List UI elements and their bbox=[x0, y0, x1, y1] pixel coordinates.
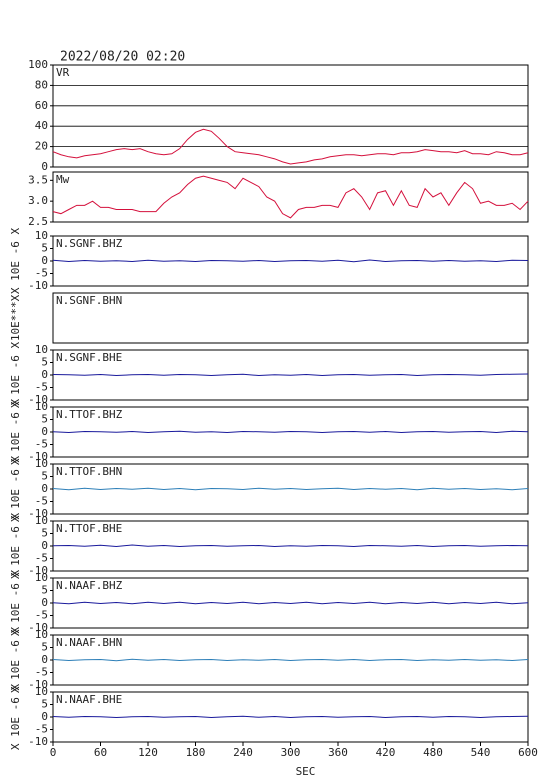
y-tick-label: -5 bbox=[35, 438, 48, 451]
y-axis-label: X 10E -6 X bbox=[9, 342, 22, 409]
y-tick-label: 3.5 bbox=[28, 173, 48, 186]
trace-line bbox=[52, 175, 529, 219]
y-tick-label: 0 bbox=[41, 710, 48, 723]
y-tick-label: -5 bbox=[35, 267, 48, 280]
trace-line bbox=[52, 601, 529, 605]
y-tick-label: -10 bbox=[28, 735, 48, 748]
y-tick-label: 0 bbox=[41, 596, 48, 609]
y-tick-label: -5 bbox=[35, 666, 48, 679]
y-tick-label: -10 bbox=[28, 393, 48, 406]
trace-line bbox=[52, 128, 529, 165]
y-tick-label: -5 bbox=[35, 609, 48, 622]
y-tick-label: 0 bbox=[41, 653, 48, 666]
y-tick-label: 100 bbox=[28, 58, 48, 71]
x-tick-label: 120 bbox=[138, 746, 158, 759]
panel-label: N.TTOF.BHZ bbox=[56, 408, 123, 421]
trace-line bbox=[52, 658, 529, 662]
trace-line bbox=[52, 259, 529, 263]
y-tick-label: 10 bbox=[35, 685, 48, 698]
y-axis-label: X 10E -6 X bbox=[9, 228, 22, 295]
x-axis-label: SEC bbox=[296, 765, 316, 778]
y-axis-label: X 10E -6 X bbox=[9, 570, 22, 637]
panel-frame bbox=[52, 292, 529, 344]
y-tick-label: 2.5 bbox=[28, 215, 48, 228]
y-tick-label: 5 bbox=[41, 413, 48, 426]
panel-label: N.TTOF.BHN bbox=[56, 465, 122, 478]
trace-line bbox=[52, 544, 529, 548]
y-tick-label: 0 bbox=[41, 254, 48, 267]
panel-label: VR bbox=[56, 66, 70, 79]
y-axis-label: X 10E -6 X bbox=[9, 456, 22, 523]
y-tick-label: 0 bbox=[41, 482, 48, 495]
x-tick-label: 360 bbox=[328, 746, 348, 759]
chart-title: 2022/08/20 02:20 bbox=[60, 50, 185, 65]
x-tick-label: 600 bbox=[518, 746, 538, 759]
y-tick-label: 10 bbox=[35, 400, 48, 413]
x-tick-label: 240 bbox=[233, 746, 253, 759]
y-tick-label: 0 bbox=[41, 425, 48, 438]
y-tick-label: 80 bbox=[35, 78, 48, 91]
panel-frame bbox=[52, 64, 529, 168]
panel-label: N.NAAF.BHE bbox=[56, 693, 122, 706]
y-tick-label: -10 bbox=[28, 279, 48, 292]
y-tick-label: -5 bbox=[35, 495, 48, 508]
y-axis-label: X 10E -6 X bbox=[9, 513, 22, 580]
trace-line bbox=[52, 373, 529, 377]
y-tick-label: 5 bbox=[41, 356, 48, 369]
y-tick-label: -10 bbox=[28, 564, 48, 577]
y-tick-label: 5 bbox=[41, 242, 48, 255]
panel-frame bbox=[52, 171, 529, 223]
y-tick-label: 10 bbox=[35, 514, 48, 527]
panel-label: N.TTOF.BHE bbox=[56, 522, 122, 535]
y-tick-label: -5 bbox=[35, 552, 48, 565]
y-tick-label: 40 bbox=[35, 119, 48, 132]
y-tick-label: -10 bbox=[28, 450, 48, 463]
y-tick-label: 0 bbox=[41, 160, 48, 173]
x-tick-label: 0 bbox=[50, 746, 57, 759]
trace-line bbox=[52, 487, 529, 491]
y-tick-label: 5 bbox=[41, 698, 48, 711]
y-tick-label: 10 bbox=[35, 457, 48, 470]
y-tick-label: 5 bbox=[41, 584, 48, 597]
y-tick-label: -5 bbox=[35, 381, 48, 394]
y-tick-label: 10 bbox=[35, 571, 48, 584]
y-tick-label: 5 bbox=[41, 527, 48, 540]
y-axis-label: X 10E -6 X bbox=[9, 684, 22, 751]
x-tick-label: 540 bbox=[471, 746, 491, 759]
x-tick-label: 420 bbox=[376, 746, 396, 759]
y-tick-label: 10 bbox=[35, 343, 48, 356]
y-tick-label: 5 bbox=[41, 641, 48, 654]
x-tick-label: 480 bbox=[423, 746, 443, 759]
y-tick-label: 0 bbox=[41, 539, 48, 552]
y-tick-label: 60 bbox=[35, 99, 48, 112]
panel-label: N.SGNF.BHZ bbox=[56, 237, 123, 250]
x-tick-label: 180 bbox=[186, 746, 206, 759]
y-tick-label: 3.0 bbox=[28, 194, 48, 207]
panel-label: N.SGNF.BHE bbox=[56, 351, 122, 364]
x-tick-label: 60 bbox=[94, 746, 107, 759]
y-axis-label: X 10E -6 X bbox=[9, 399, 22, 466]
y-tick-label: 10 bbox=[35, 229, 48, 242]
y-tick-label: 0 bbox=[41, 368, 48, 381]
panel-label: Mw bbox=[56, 173, 70, 186]
panel-label: N.NAAF.BHN bbox=[56, 636, 122, 649]
trace-line bbox=[52, 715, 529, 719]
y-tick-label: 10 bbox=[35, 628, 48, 641]
x-tick-label: 300 bbox=[281, 746, 301, 759]
y-tick-label: -5 bbox=[35, 723, 48, 736]
y-tick-label: -10 bbox=[28, 621, 48, 634]
y-tick-label: -10 bbox=[28, 507, 48, 520]
trace-line bbox=[52, 430, 529, 434]
panel-label: N.NAAF.BHZ bbox=[56, 579, 123, 592]
y-tick-label: 20 bbox=[35, 140, 48, 153]
y-tick-label: -10 bbox=[28, 678, 48, 691]
y-tick-label: 5 bbox=[41, 470, 48, 483]
y-axis-label: X 10E -6 X bbox=[9, 627, 22, 694]
panel-label: N.SGNF.BHN bbox=[56, 294, 122, 307]
y-axis-label: 10E***X bbox=[9, 294, 22, 341]
